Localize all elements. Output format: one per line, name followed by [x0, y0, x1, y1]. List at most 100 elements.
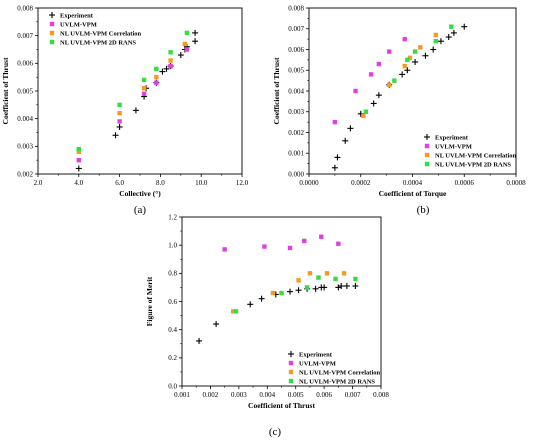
data-point — [405, 57, 410, 63]
x-tick-label: 0.006 — [316, 391, 332, 399]
data-point — [141, 91, 147, 96]
legend-label: UVLM-VPM — [435, 143, 472, 150]
data-point — [376, 61, 382, 67]
legend-marker — [49, 21, 55, 27]
y-tick-label: 0.004 — [288, 87, 304, 95]
data-point — [302, 238, 307, 244]
series-2 — [332, 36, 407, 125]
y-tick-label: 0.000 — [288, 170, 304, 178]
plot-frame — [308, 7, 517, 175]
y-tick-label: 0.0 — [168, 382, 177, 390]
y-tick-label: 0.007 — [17, 32, 33, 40]
series-1 — [196, 283, 359, 344]
data-point — [233, 309, 239, 314]
x-tick-label: 0.007 — [345, 391, 361, 399]
chart-panel-1: 2.0 4.0 6.0 8.0 10.0 12.0 0.002 0.003 0.004 0.005… — [1, 4, 249, 216]
y-tick-label: 0.2 — [168, 354, 177, 362]
legend-marker — [424, 161, 430, 167]
legend: Experiment UVLM-VPM NL UVLM-VPM Correlatio… — [424, 134, 517, 168]
series-3 — [361, 32, 438, 119]
legend-label: Experiment — [60, 12, 94, 19]
data-point — [304, 285, 310, 290]
legend: Experiment UVLM-VPM NL UVLM-VPM Correlatio… — [49, 12, 142, 46]
data-point — [433, 32, 438, 38]
data-point — [387, 82, 392, 87]
data-point — [168, 63, 173, 69]
x-tick-label: 0.005 — [288, 391, 304, 399]
series-4 — [76, 30, 190, 152]
data-point — [361, 113, 366, 119]
data-point — [307, 271, 313, 276]
data-point — [336, 241, 341, 246]
legend: Experiment UVLM-VPM NL UVLM-VPM Correlatio… — [288, 351, 381, 385]
y-tick-label: 1.2 — [168, 213, 177, 221]
series-2 — [76, 47, 190, 163]
data-point — [222, 247, 227, 252]
y-tick-label: 0.002 — [288, 129, 304, 137]
data-point — [368, 72, 374, 77]
legend-label: NL UVLM-VPM Correlation — [435, 152, 517, 159]
series-4 — [233, 275, 358, 314]
data-point — [279, 290, 284, 296]
panel-caption: (b) — [417, 204, 430, 216]
data-point — [154, 66, 159, 72]
data-point — [392, 78, 397, 83]
x-axis-title: Coefficient of Thrust — [248, 401, 315, 410]
data-point — [341, 271, 347, 276]
y-tick-label: 0.001 — [288, 150, 304, 158]
x-tick-label: 0.004 — [259, 391, 275, 399]
x-tick-label: 12.0 — [236, 179, 249, 187]
data-point — [387, 49, 392, 54]
data-point — [333, 276, 338, 282]
y-tick-label: 0.006 — [288, 46, 304, 54]
data-point — [168, 58, 173, 63]
x-tick-label: 2.0 — [34, 179, 43, 187]
x-tick-label: 6.0 — [115, 179, 124, 187]
x-tick-label: 8.0 — [156, 179, 165, 187]
y-tick-label: 0.006 — [17, 60, 33, 68]
y-tick-label: 0.002 — [17, 170, 33, 178]
x-tick-label: 0.0002 — [351, 179, 371, 187]
y-tick-label: 1.0 — [168, 242, 177, 250]
data-point — [154, 74, 159, 80]
x-tick-label: 4.0 — [74, 179, 83, 187]
y-tick-label: 0.004 — [17, 115, 33, 123]
legend-label: NL UVLM-VPM 2D RANS — [435, 161, 511, 168]
x-tick-label: 0.0004 — [403, 179, 423, 187]
y-axis-title: Coefficient of Thrust — [272, 57, 281, 124]
y-tick-label: 0.003 — [288, 108, 304, 116]
y-tick-label: 0.008 — [288, 4, 304, 12]
y-axis-title: Figure of Merit — [145, 276, 154, 326]
legend-marker — [49, 30, 55, 36]
panel-caption: (c) — [269, 426, 282, 438]
legend-label: NL UVLM-VPM Correlation — [60, 30, 142, 37]
data-point — [407, 55, 413, 60]
y-tick-label: 0.4 — [168, 326, 177, 334]
data-point — [154, 80, 159, 85]
data-point — [363, 109, 369, 114]
data-point — [353, 276, 358, 282]
data-point — [141, 77, 147, 83]
x-axis-title: Collective (°) — [119, 189, 161, 198]
data-point — [319, 234, 324, 239]
x-tick-label: 0.002 — [203, 391, 219, 399]
x-tick-label: 10.0 — [195, 179, 208, 187]
y-tick-label: 0.6 — [168, 298, 177, 306]
x-tick-label: 0.001 — [174, 391, 190, 399]
data-point — [76, 149, 81, 155]
legend-marker — [424, 152, 430, 158]
data-point — [412, 49, 418, 54]
data-point — [287, 245, 293, 251]
legend-marker — [49, 39, 55, 45]
data-point — [117, 110, 122, 116]
legend-label: Experiment — [435, 134, 469, 141]
x-tick-label: 0.0000 — [299, 179, 319, 187]
chart-panel-2: 0.0000 0.0002 0.0004 0.0006 0.0008 0.000 0.001… — [272, 4, 526, 216]
data-point — [418, 45, 423, 50]
series-3 — [76, 41, 188, 155]
data-point — [262, 244, 267, 249]
legend-label: NL UVLM-VPM 2D RANS — [299, 378, 375, 385]
x-tick-label: 0.003 — [231, 391, 247, 399]
chart-panel-3: 0.001 0.002 0.003 0.004 0.005 0.006 0.007 0.008… — [145, 213, 389, 438]
